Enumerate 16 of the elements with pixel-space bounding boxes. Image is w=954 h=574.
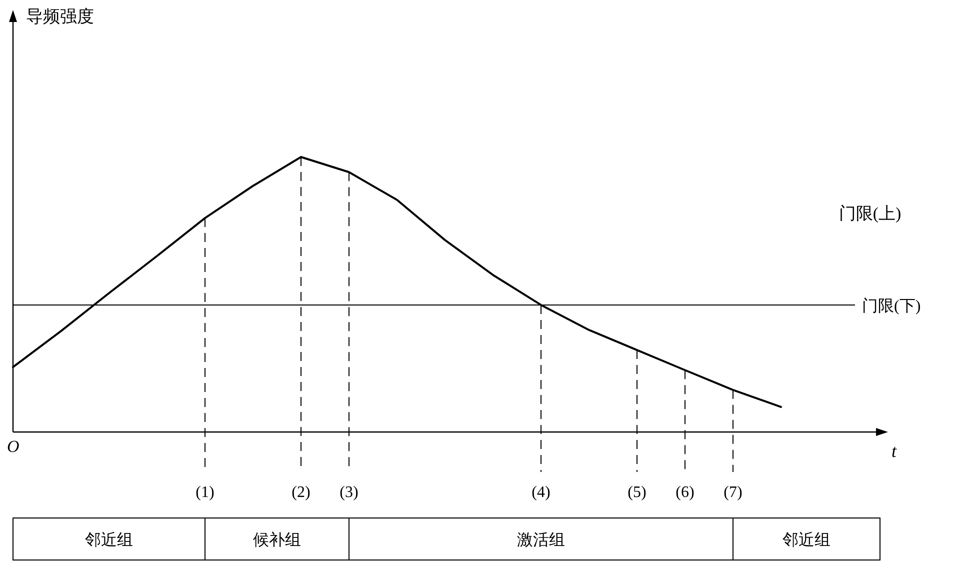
x-tick-label: (1)	[196, 484, 214, 501]
text: 激活组	[517, 532, 565, 549]
ref-line-label: 门限(下)	[862, 296, 921, 315]
text: 邻近组	[85, 531, 133, 549]
x-tick-label: (4)	[532, 484, 550, 501]
x-tick-label: (5)	[628, 484, 646, 501]
text: 邻近组	[782, 531, 830, 549]
text: O	[7, 437, 20, 456]
x-tick-label: (6)	[676, 484, 694, 501]
x-tick-label: (3)	[340, 484, 358, 501]
x-tick-label: (2)	[292, 484, 310, 501]
text: 门限(上)	[838, 204, 902, 223]
x-tick-label: (7)	[724, 484, 742, 501]
text: 候补组	[253, 531, 301, 549]
x-axis-title: t	[891, 441, 898, 461]
text: 导频强度	[26, 7, 94, 26]
